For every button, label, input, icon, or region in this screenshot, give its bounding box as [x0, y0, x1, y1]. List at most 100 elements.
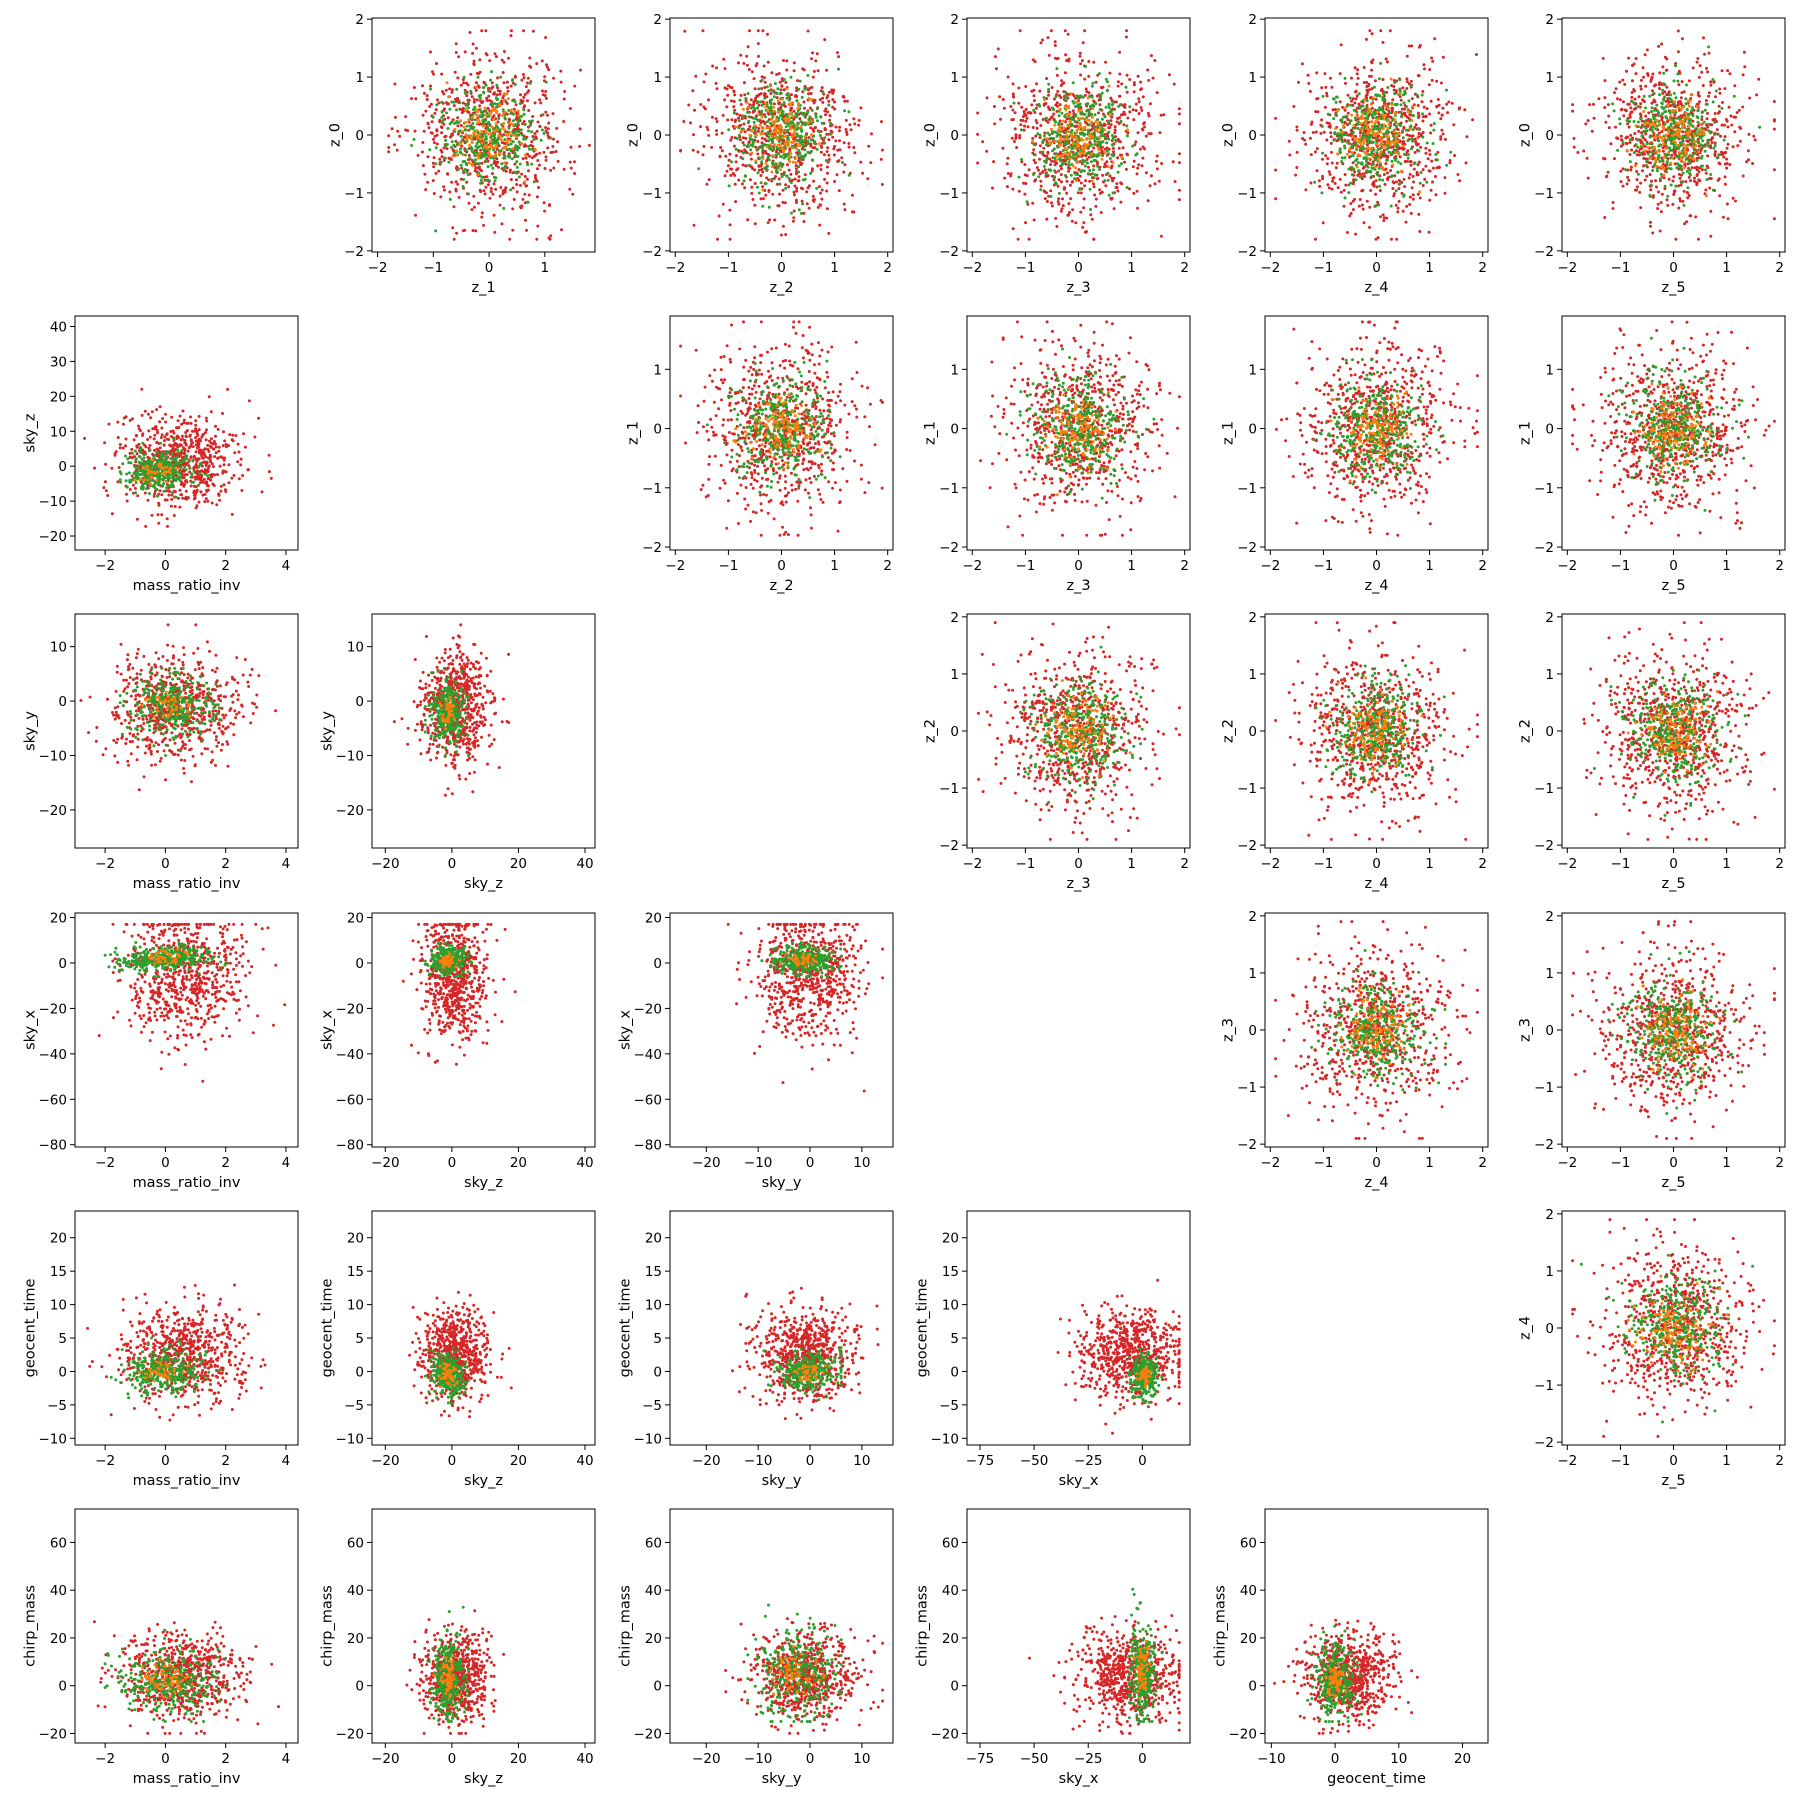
scatter-point-series-1	[837, 55, 841, 59]
scatter-point-series-1	[1067, 202, 1071, 206]
scatter-point-series-2	[1092, 104, 1096, 108]
scatter-point-series-1	[1100, 86, 1104, 90]
scatter-point-series-3	[769, 84, 773, 88]
scatter-point-series-3	[1368, 109, 1372, 113]
scatter-point-series-1	[789, 172, 793, 176]
scatter-point-series-3	[480, 129, 484, 133]
scatter-point-series-3	[505, 92, 509, 96]
scatter-point-series-1	[1123, 112, 1127, 116]
scatter-point-series-2	[1399, 162, 1403, 166]
scatter-point-series-2	[815, 107, 819, 111]
scatter-point-series-1	[535, 195, 539, 199]
scatter-point-series-1	[1327, 125, 1331, 129]
scatter-point-series-2	[530, 130, 534, 134]
scatter-point-series-2	[806, 139, 810, 143]
scatter-point-series-1	[387, 134, 391, 138]
scatter-point-series-1	[811, 146, 815, 150]
scatter-point-series-2	[473, 161, 477, 165]
scatter-point-series-2	[776, 87, 780, 91]
scatter-point-series-1	[1657, 131, 1661, 135]
scatter-point-series-1	[797, 175, 801, 179]
scatter-point-series-1	[756, 29, 760, 33]
scatter-point-series-1	[445, 101, 449, 105]
scatter-point-series-1	[1406, 149, 1410, 153]
scatter-point-series-3	[1366, 132, 1369, 136]
scatter-point-series-1	[511, 228, 515, 232]
scatter-point-series-1	[1753, 138, 1757, 142]
scatter-point-series-3	[747, 106, 751, 110]
scatter-point-series-1	[844, 128, 848, 131]
scatter-point-series-1	[524, 85, 528, 89]
scatter-point-series-1	[1030, 103, 1034, 107]
scatter-point-series-2	[509, 142, 513, 146]
scatter-point-series-1	[1055, 104, 1059, 108]
scatter-point-series-1	[1351, 161, 1355, 165]
scatter-point-series-2	[775, 145, 779, 149]
scatter-point-series-1	[1108, 174, 1112, 178]
scatter-point-series-1	[1160, 162, 1164, 165]
scatter-point-series-1	[536, 159, 540, 162]
scatter-point-series-1	[450, 88, 454, 92]
scatter-point-series-3	[471, 164, 474, 167]
scatter-point-series-2	[760, 78, 764, 82]
scatter-point-series-1	[1416, 192, 1420, 196]
scatter-point-series-2	[1106, 171, 1110, 175]
scatter-point-series-2	[450, 140, 454, 144]
scatter-point-series-1	[1031, 201, 1035, 205]
scatter-point-series-1	[1098, 165, 1102, 169]
scatter-point-series-2	[767, 89, 771, 93]
scatter-point-series-2	[1409, 110, 1413, 113]
scatter-point-series-1	[478, 104, 482, 108]
scatter-point-series-1	[500, 222, 504, 226]
scatter-point-series-1	[1032, 99, 1036, 103]
scatter-point-series-2	[746, 143, 750, 147]
scatter-point-series-1	[462, 81, 466, 85]
scatter-point-series-1	[1031, 136, 1035, 140]
scatter-point-series-2	[785, 174, 789, 178]
scatter-point-series-2	[1051, 130, 1054, 134]
scatter-point-series-1	[1171, 160, 1175, 164]
scatter-point-series-1	[1360, 189, 1364, 193]
scatter-point-series-1	[1417, 212, 1421, 216]
scatter-point-series-1	[1335, 139, 1339, 143]
scatter-point-series-1	[1324, 85, 1328, 89]
scatter-point-series-2	[801, 139, 805, 143]
scatter-point-series-1	[1391, 145, 1395, 149]
scatter-point-series-2	[1365, 136, 1369, 140]
scatter-point-series-3	[1354, 136, 1358, 140]
scatter-point-series-1	[442, 92, 446, 96]
scatter-point-series-1	[1435, 166, 1439, 170]
scatter-point-series-1	[1352, 178, 1356, 182]
scatter-point-series-1	[842, 202, 846, 206]
scatter-point-series-2	[1032, 143, 1036, 147]
scatter-point-series-1	[1315, 97, 1319, 101]
scatter-point-series-1	[1388, 29, 1392, 33]
scatter-point-series-1	[498, 194, 502, 198]
scatter-point-series-3	[1077, 109, 1081, 113]
scatter-point-series-3	[1381, 168, 1385, 172]
scatter-point-series-1	[568, 187, 572, 191]
scatter-point-series-2	[767, 205, 771, 209]
scatter-point-series-1	[1303, 138, 1307, 142]
scatter-point-series-1	[1339, 190, 1343, 194]
scatter-point-series-1	[819, 163, 823, 167]
scatter-point-series-1	[1433, 37, 1437, 41]
scatter-point-series-2	[1089, 160, 1093, 164]
scatter-point-series-1	[820, 145, 824, 149]
scatter-point-series-2	[1017, 175, 1021, 179]
scatter-point-series-2	[780, 165, 784, 168]
scatter-point-series-1	[1042, 146, 1046, 150]
scatter-point-series-2	[1049, 136, 1053, 140]
scatter-point-series-2	[1094, 102, 1098, 105]
scatter-point-series-2	[809, 149, 813, 153]
scatter-point-series-1	[836, 160, 840, 163]
scatter-point-series-2	[1071, 146, 1075, 150]
scatter-point-series-2	[765, 85, 769, 89]
scatter-point-series-2	[1355, 147, 1359, 151]
scatter-point-series-2	[1096, 164, 1100, 168]
scatter-point-series-2	[1347, 167, 1351, 171]
scatter-point-series-1	[1409, 211, 1413, 215]
scatter-point-series-2	[488, 128, 491, 132]
scatter-point-series-2	[1378, 147, 1382, 150]
scatter-point-series-1	[1011, 227, 1015, 231]
